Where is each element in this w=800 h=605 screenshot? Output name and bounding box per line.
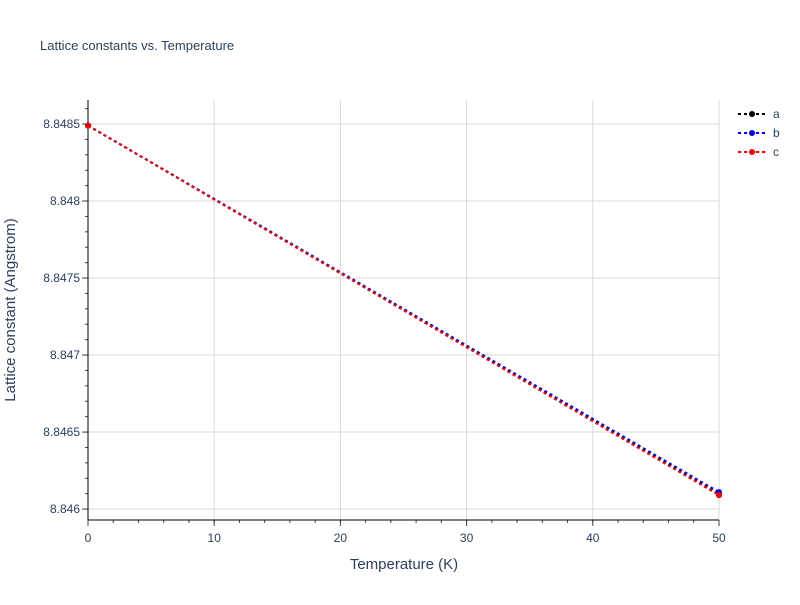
legend-marker-a [749, 111, 755, 117]
legend-marker-b [749, 130, 755, 136]
y-tick-label: 8.846 [50, 502, 80, 516]
data-point-c [716, 492, 722, 499]
chart-title: Lattice constants vs. Temperature [40, 38, 234, 53]
y-tick-label: 8.847 [50, 348, 80, 362]
legend-label-b: b [773, 126, 780, 140]
data-point-c [85, 122, 91, 129]
x-tick-label: 0 [85, 531, 92, 545]
legend-marker-c [749, 149, 755, 155]
x-tick-label: 20 [334, 531, 348, 545]
legend-label-c: c [773, 145, 779, 159]
x-tick-label: 50 [712, 531, 726, 545]
y-tick-label: 8.8475 [43, 271, 80, 285]
y-tick-label: 8.8485 [43, 117, 80, 131]
x-tick-label: 40 [586, 531, 600, 545]
x-tick-label: 30 [460, 531, 474, 545]
y-tick-label: 8.848 [50, 194, 80, 208]
x-tick-label: 10 [208, 531, 222, 545]
y-tick-label: 8.8465 [43, 425, 80, 439]
series-line-c [87, 124, 720, 497]
y-axis-label: Lattice constant (Angstrom) [2, 218, 19, 401]
legend-label-a: a [773, 107, 780, 121]
x-axis-label: Temperature (K) [350, 556, 458, 573]
